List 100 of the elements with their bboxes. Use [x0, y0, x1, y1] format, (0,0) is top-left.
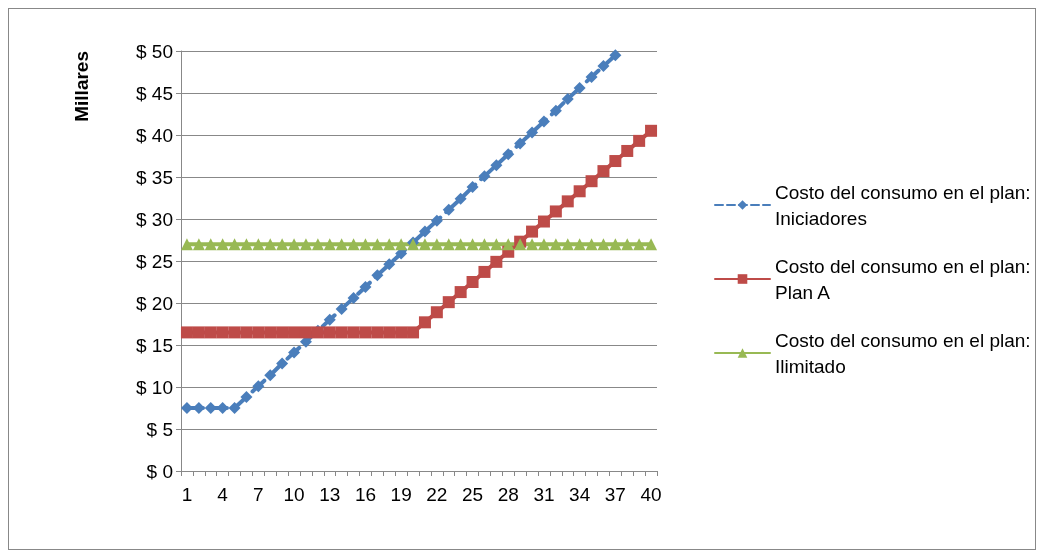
x-tick-label: 22 — [426, 484, 448, 505]
point — [418, 316, 431, 329]
point — [347, 326, 360, 339]
x-tick-label: 37 — [604, 484, 626, 505]
point — [430, 306, 443, 319]
legend-label: Costo del consumo en el plan: Ilimitado — [775, 329, 1036, 377]
x-tick-label: 7 — [253, 484, 264, 505]
point — [585, 175, 598, 188]
point — [395, 326, 408, 339]
y-tick-label: $ 30 — [136, 208, 173, 230]
point — [347, 238, 360, 251]
point — [252, 380, 265, 393]
point — [454, 286, 467, 299]
point — [288, 238, 301, 251]
point — [502, 148, 515, 161]
point — [192, 238, 205, 251]
y-tick-label: $ 15 — [136, 334, 173, 356]
point — [490, 159, 503, 172]
point — [288, 346, 301, 359]
point — [180, 326, 193, 339]
point — [537, 115, 550, 128]
point — [514, 137, 527, 150]
point — [561, 92, 574, 105]
point — [299, 326, 312, 339]
point — [418, 238, 431, 251]
legend-label: Costo del consumo en el plan: Iniciadores — [775, 181, 1036, 229]
point — [466, 238, 479, 251]
point — [573, 81, 586, 94]
point — [252, 238, 265, 251]
point — [371, 326, 384, 339]
point — [240, 238, 253, 251]
point — [609, 155, 622, 168]
point — [537, 215, 550, 228]
point — [573, 238, 586, 251]
x-tick-label: 25 — [461, 484, 484, 505]
point — [609, 49, 622, 62]
x-tick-label: 40 — [640, 484, 662, 505]
point — [633, 238, 646, 251]
point — [335, 302, 348, 315]
point — [359, 326, 372, 339]
x-tick-label: 19 — [390, 484, 412, 505]
point — [323, 313, 336, 326]
point — [478, 170, 491, 183]
x-tick-label: 28 — [497, 484, 519, 505]
point — [252, 326, 265, 339]
point — [549, 238, 562, 251]
point — [383, 326, 396, 339]
point — [597, 238, 610, 251]
point — [323, 326, 336, 339]
point — [371, 238, 384, 251]
point — [371, 269, 384, 282]
point — [430, 238, 443, 251]
point — [526, 225, 539, 238]
point — [442, 238, 455, 251]
point — [585, 238, 598, 251]
point — [597, 165, 610, 178]
point — [490, 255, 503, 268]
point — [216, 238, 229, 251]
y-tick-label: $ 0 — [146, 460, 173, 482]
point — [180, 238, 193, 251]
point — [561, 238, 574, 251]
point — [478, 265, 491, 278]
point — [264, 326, 277, 339]
point — [466, 276, 479, 288]
point — [561, 195, 574, 208]
point — [288, 326, 301, 339]
point — [204, 238, 217, 251]
y-tick-label: $ 40 — [136, 124, 173, 146]
point — [549, 205, 562, 218]
point — [526, 238, 539, 251]
point — [359, 238, 372, 251]
point — [216, 326, 229, 339]
point — [597, 60, 610, 73]
point — [335, 238, 348, 251]
point — [204, 326, 217, 339]
x-tick-label: 10 — [283, 484, 305, 505]
point — [240, 326, 253, 339]
point — [311, 238, 324, 251]
point — [264, 369, 277, 382]
point — [192, 326, 205, 339]
y-tick-label: $ 50 — [136, 40, 173, 62]
point — [323, 238, 336, 251]
y-tick-label: $ 35 — [136, 166, 173, 188]
point — [430, 214, 443, 227]
point — [383, 258, 396, 271]
point — [276, 238, 289, 251]
point — [442, 203, 455, 216]
point — [395, 238, 408, 251]
point — [228, 402, 241, 414]
point — [359, 281, 372, 294]
y-tick-label: $ 20 — [136, 292, 173, 314]
y-tick-label: $ 5 — [146, 418, 173, 440]
point — [228, 238, 241, 251]
x-tick-label: 13 — [319, 484, 341, 505]
point — [264, 238, 277, 251]
y-axis-title: Millares — [71, 51, 92, 122]
point — [383, 238, 396, 251]
point — [621, 144, 634, 157]
point — [407, 326, 420, 339]
x-tick-label: 4 — [217, 484, 229, 505]
